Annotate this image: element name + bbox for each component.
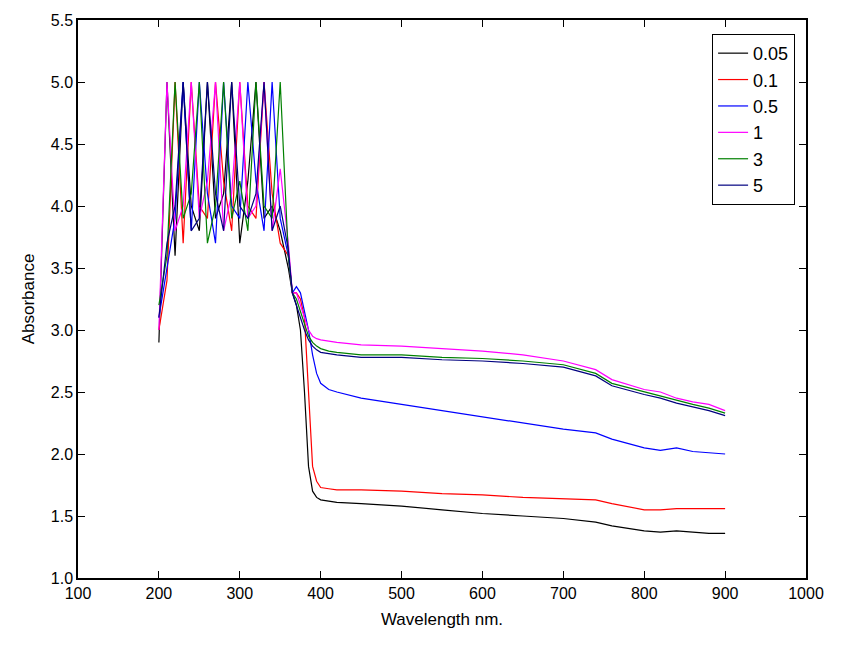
svg-text:5.5: 5.5	[51, 12, 73, 29]
svg-text:4.0: 4.0	[51, 198, 73, 215]
svg-text:Absorbance: Absorbance	[19, 254, 38, 345]
svg-text:400: 400	[307, 585, 334, 602]
svg-text:5.0: 5.0	[51, 74, 73, 91]
svg-text:1: 1	[753, 123, 763, 143]
svg-text:Wavelength nm.: Wavelength nm.	[381, 610, 503, 629]
svg-text:100: 100	[65, 585, 92, 602]
svg-text:900: 900	[712, 585, 739, 602]
svg-text:800: 800	[631, 585, 658, 602]
svg-text:500: 500	[388, 585, 415, 602]
svg-text:600: 600	[469, 585, 496, 602]
svg-text:3.5: 3.5	[51, 260, 73, 277]
svg-text:0.5: 0.5	[753, 97, 778, 117]
svg-text:3.0: 3.0	[51, 322, 73, 339]
svg-text:2.0: 2.0	[51, 446, 73, 463]
svg-text:0.1: 0.1	[753, 71, 778, 91]
svg-text:0.05: 0.05	[753, 44, 788, 64]
svg-text:5: 5	[753, 176, 763, 196]
svg-text:200: 200	[146, 585, 173, 602]
svg-text:300: 300	[226, 585, 253, 602]
svg-text:1.5: 1.5	[51, 508, 73, 525]
svg-text:2.5: 2.5	[51, 384, 73, 401]
svg-text:700: 700	[550, 585, 577, 602]
svg-text:3: 3	[753, 150, 763, 170]
svg-text:1.0: 1.0	[51, 570, 73, 587]
svg-text:4.5: 4.5	[51, 136, 73, 153]
svg-text:1000: 1000	[788, 585, 824, 602]
